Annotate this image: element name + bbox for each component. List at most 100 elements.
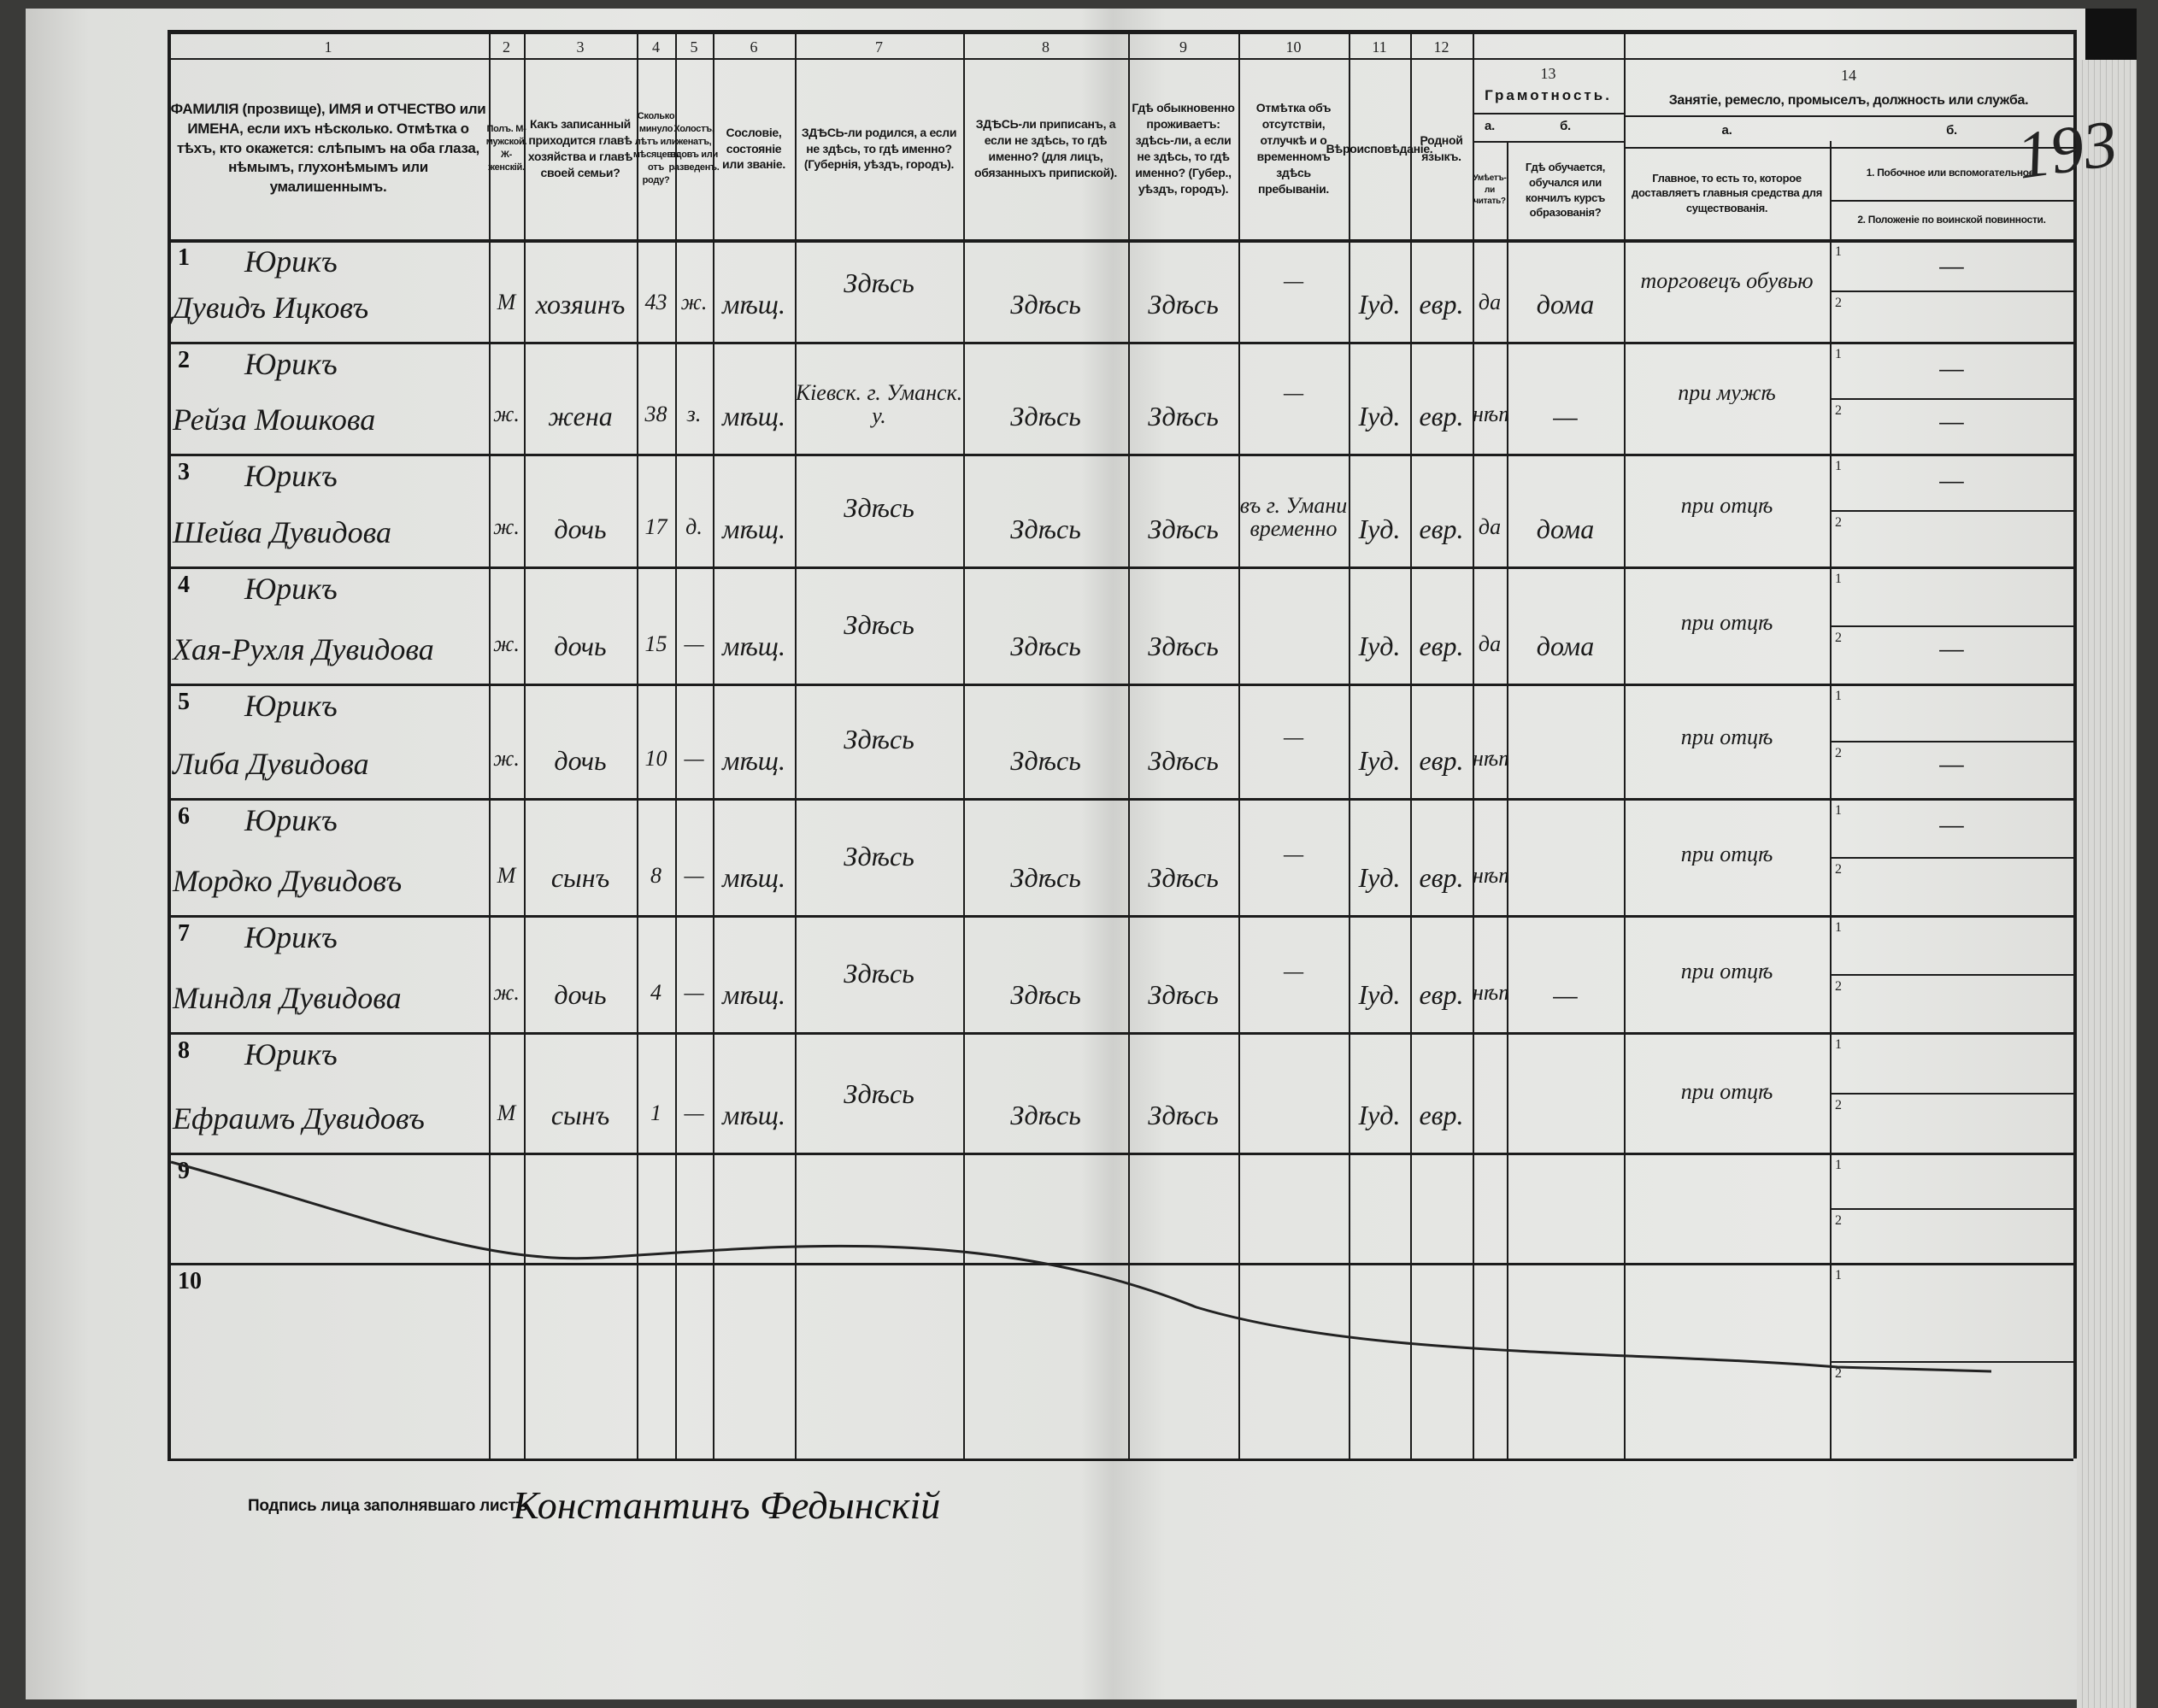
cell-school: дома	[1536, 515, 1595, 544]
cell-language: евр.	[1419, 864, 1464, 893]
cell-literate: нѣтъ	[1473, 981, 1507, 1005]
cell-religion: Іуд.	[1358, 981, 1401, 1010]
cell-absence: —	[1283, 725, 1304, 749]
cell-born: Здѣсь	[844, 842, 914, 872]
sub-row-1: 1	[1835, 572, 1842, 586]
cell-age: 17	[644, 515, 667, 539]
cell-absence: —	[1283, 960, 1304, 983]
cell-military: —	[1939, 632, 1964, 663]
occupation-title: Занятіе, ремесло, промыселъ, должность и…	[1668, 92, 2029, 108]
cell-side-occupation: —	[1939, 464, 1964, 495]
cell-marital: —	[684, 981, 704, 1005]
row-number: 9	[178, 1158, 190, 1184]
row-number: 3	[178, 459, 190, 485]
column-line	[168, 30, 171, 1459]
rule-line	[1830, 291, 2073, 292]
column-line	[1238, 30, 1240, 1459]
rule-line	[1624, 115, 2073, 117]
cell-sex: М	[497, 1101, 516, 1125]
row-number: 7	[178, 920, 190, 947]
column-header: ЗДѢСЬ-ли приписанъ, а если не здѣсь, то …	[974, 117, 1117, 179]
cell-estate: мѣщ.	[722, 1101, 785, 1130]
column-number: 2	[503, 38, 510, 56]
column-header: Сколько минуло лѣтъ или мѣсяцевъ отъ род…	[632, 111, 679, 185]
cell-registered: Здѣсь	[1010, 747, 1081, 776]
sub-row-1: 1	[1835, 1158, 1842, 1172]
cell-religion: Іуд.	[1358, 1101, 1401, 1130]
rule-line	[1830, 200, 2073, 202]
rule-line	[1830, 974, 2073, 976]
cell-sex: ж.	[493, 515, 520, 539]
surname: Юрикъ	[244, 689, 338, 723]
rule-line	[168, 915, 2073, 918]
cell-occupation: при отцѣ	[1680, 960, 1773, 983]
cell-age: 8	[650, 864, 662, 888]
cell-absence: —	[1283, 842, 1304, 866]
cell-absence: —	[1283, 381, 1304, 405]
cell-marital: з.	[686, 402, 702, 426]
cell-religion: Іуд.	[1358, 515, 1401, 544]
sub-row-1: 1	[1835, 1037, 1842, 1052]
column-header: 2. Положеніе по воинской повинности.	[1857, 213, 2046, 226]
given-name: Миндля Дувидова	[173, 981, 402, 1015]
cell-occupation: при отцѣ	[1680, 1080, 1773, 1104]
sub-letter: а.	[1485, 119, 1495, 134]
cell-registered: Здѣсь	[1010, 864, 1081, 893]
column-line	[637, 30, 638, 1459]
cell-registered: Здѣсь	[1010, 402, 1081, 431]
cell-language: евр.	[1419, 632, 1464, 661]
cell-absence: —	[1283, 269, 1304, 293]
sub-row-2: 2	[1835, 862, 1842, 877]
sub-row-1: 1	[1835, 803, 1842, 818]
sub-row-1: 1	[1835, 244, 1842, 259]
cell-born: Здѣсь	[844, 494, 914, 523]
cell-relation: дочь	[554, 515, 607, 544]
cell-side-occupation: —	[1939, 352, 1964, 383]
rule-line	[168, 798, 2073, 801]
rule-line	[1473, 58, 2073, 60]
surname: Юрикъ	[244, 803, 338, 837]
sub-row-2: 2	[1835, 515, 1842, 530]
cell-born: Кіевск. г. Уманск. у.	[795, 381, 963, 428]
cell-estate: мѣщ.	[722, 632, 785, 661]
cell-estate: мѣщ.	[722, 747, 785, 776]
given-name: Дувидъ Ицковъ	[173, 291, 369, 325]
cell-language: евр.	[1419, 402, 1464, 431]
cell-sex: М	[497, 291, 516, 314]
cell-born: Здѣсь	[844, 1080, 914, 1109]
rule-line	[168, 342, 2073, 344]
sub-letter: б.	[1560, 119, 1571, 134]
column-header: Вѣроисповѣданіе.	[1326, 141, 1433, 156]
cell-side-occupation: —	[1939, 249, 1964, 280]
cell-religion: Іуд.	[1358, 864, 1401, 893]
background-corner	[2085, 9, 2137, 68]
column-number: 3	[576, 38, 585, 56]
row-number: 5	[178, 689, 190, 715]
cell-relation: дочь	[554, 747, 607, 776]
cell-registered: Здѣсь	[1010, 981, 1081, 1010]
cell-estate: мѣщ.	[722, 864, 785, 893]
cell-absence: въ г. Умани временно	[1239, 494, 1348, 541]
column-line	[795, 30, 797, 1459]
rule-line	[1473, 141, 1624, 143]
rule-line	[168, 58, 1473, 60]
column-header: Умѣетъ-ли читать?	[1473, 173, 1507, 207]
column-line	[2073, 30, 2077, 1459]
cell-estate: мѣщ.	[722, 291, 785, 320]
column-line	[675, 30, 677, 1459]
cell-residence: Здѣсь	[1148, 515, 1219, 544]
sub-row-1: 1	[1835, 1268, 1842, 1282]
given-name: Рейза Мошкова	[173, 402, 376, 437]
cell-religion: Іуд.	[1358, 291, 1401, 320]
cell-age: 4	[650, 981, 662, 1005]
cell-age: 38	[644, 402, 667, 426]
sub-letter: а.	[1721, 123, 1732, 138]
cell-language: евр.	[1419, 515, 1464, 544]
row-number: 2	[178, 347, 190, 373]
given-name: Ефраимъ Дувидовъ	[173, 1101, 425, 1136]
cell-literate: нѣтъ	[1473, 402, 1507, 426]
cell-registered: Здѣсь	[1010, 1101, 1081, 1130]
cell-literate: да	[1478, 515, 1502, 539]
cell-relation: сынъ	[550, 864, 610, 893]
column-number: 10	[1285, 38, 1302, 56]
